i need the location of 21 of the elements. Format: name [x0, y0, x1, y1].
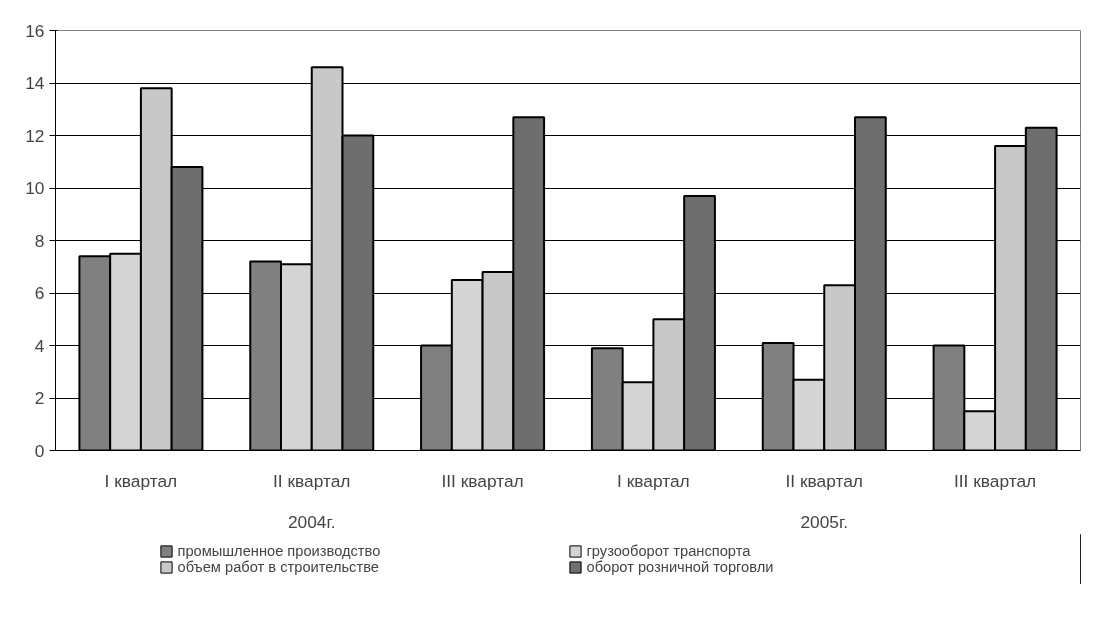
legend-label: объем работ в строительстве — [177, 559, 380, 575]
legend-label: промышленное производство — [177, 543, 382, 559]
x-tick-label: I квартал — [617, 470, 690, 491]
x-tick-label: I квартал — [104, 470, 178, 491]
text: 2005г. — [800, 511, 849, 532]
y-tick-label: 16 — [25, 20, 45, 41]
legend-label: грузооборот транспорта — [586, 543, 752, 559]
y-tick-label: 6 — [34, 283, 45, 303]
y-tick-label: 4 — [34, 335, 45, 356]
y-tick-label: 10 — [25, 178, 45, 198]
y-tick-label: 12 — [25, 125, 45, 146]
x-tick-label: III квартал — [953, 470, 1037, 491]
y-tick-label: 8 — [34, 230, 45, 251]
text: 2004г. — [287, 511, 336, 532]
y-tick-label: 14 — [25, 73, 45, 93]
x-tick-label: II квартал — [273, 470, 351, 491]
y-tick-label: 2 — [34, 388, 45, 408]
x-tick-label: III квартал — [441, 470, 524, 491]
y-tick-label: 0 — [34, 440, 45, 461]
legend-label: оборот розничной торговли — [586, 559, 775, 575]
x-tick-label: II квартал — [785, 470, 863, 491]
